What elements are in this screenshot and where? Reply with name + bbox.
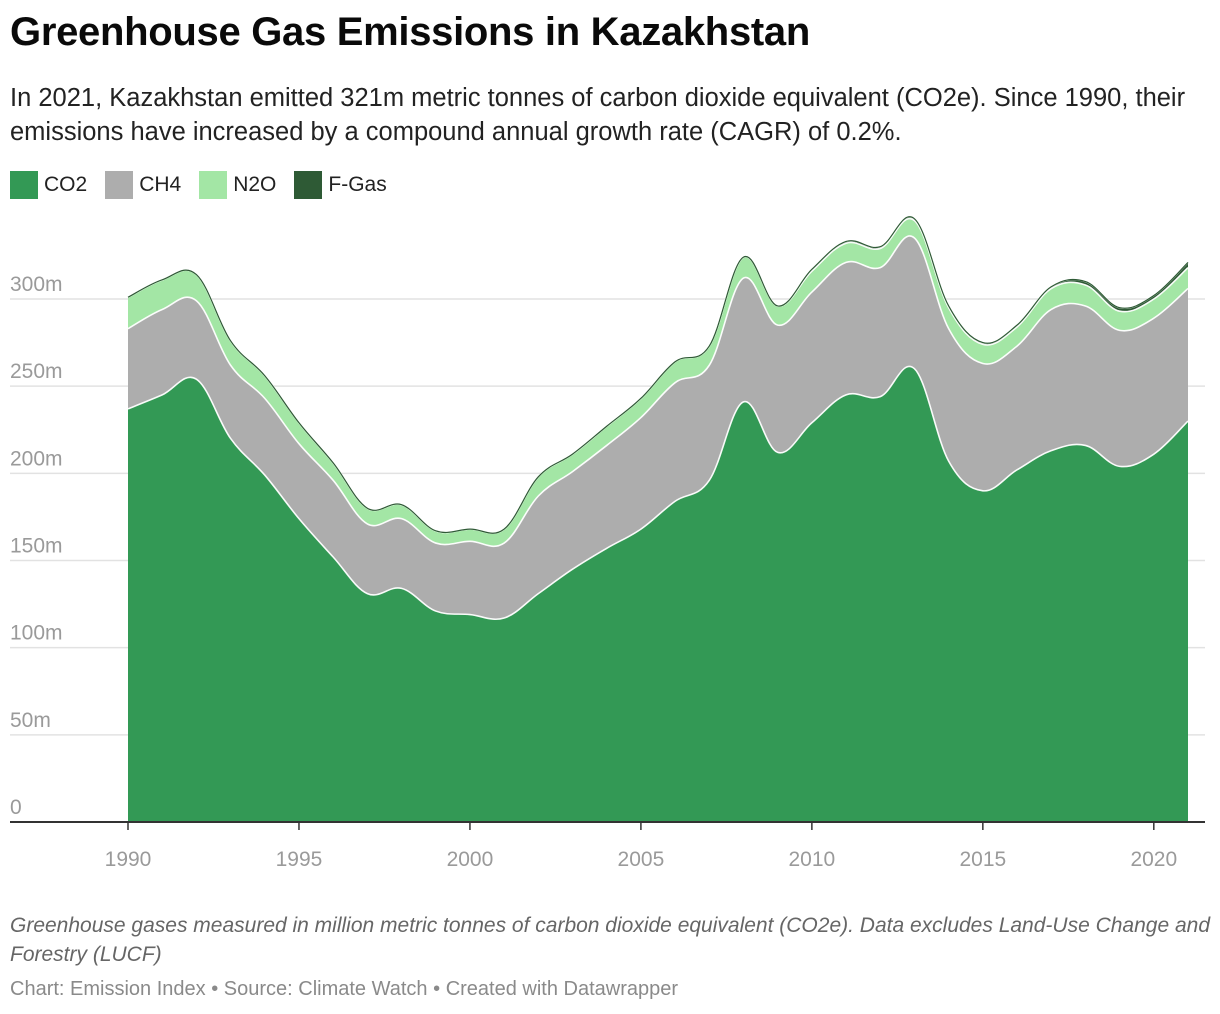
area-ch4-series [128,235,1188,620]
legend-swatch-ch4 [105,171,134,199]
x-tick-label: 2015 [959,848,1006,871]
legend-swatch-co2 [10,171,38,199]
credit-tool: Created with Datawrapper [445,978,679,1000]
series-separator-line [127,235,1189,548]
credit-source: Source: Climate Watch [223,978,428,1000]
legend-label-ch4: CH4 [139,173,182,196]
chart-credit: Chart: Emission Index • Source: Climate … [10,978,678,1001]
legend-label-co2: CO2 [44,173,88,196]
legend-item-ch4: CH4 [105,171,181,199]
legend-label-fgas: F-Gas [328,173,387,196]
y-tick-label: 150m [10,535,63,558]
x-tick-label: 2005 [618,848,665,871]
legend-swatch-fgas [294,171,323,199]
chart-title: Greenhouse Gas Emissions in Kazakhstan [10,10,810,54]
y-tick-label: 300m [10,273,63,296]
credit-separator: • [433,978,441,1000]
area-n2o-series [128,218,1188,547]
chart-subtitle: In 2021, Kazakhstan emitted 321m metric … [10,84,1186,146]
y-tick-label: 250m [10,360,63,383]
y-tick-label: 200m [10,447,63,470]
legend-item-n2o: N2O [199,171,276,199]
credit-separator: • [211,978,219,1000]
area-chart: 0 50m 100m 150m 200m 250m 300m 1990 1995 2000 2005… [10,216,1205,871]
x-tick-label: 1995 [276,848,323,871]
y-tick-label: 100m [10,622,63,645]
y-tick-label: 0 [10,796,22,819]
x-tick-label: 2020 [1130,848,1177,871]
legend-item-fgas: F-Gas [294,171,387,199]
fgas-top-line [127,216,1189,534]
area-co2-series [128,366,1188,822]
credit-chart: Chart: Emission Index [10,978,206,1000]
x-tick-label: 1990 [105,848,152,871]
series-separator-line [127,365,1189,621]
x-tick-label: 2000 [447,848,494,871]
legend-swatch-n2o [199,171,228,199]
y-tick-label: 50m [10,709,51,732]
x-tick-label: 2010 [789,848,836,871]
legend: CO2 CH4 N2O F-Gas [10,170,405,200]
legend-item-co2: CO2 [10,171,87,199]
legend-label-n2o: N2O [233,173,277,196]
chart-notes: Greenhouse gases measured in million met… [10,914,1211,966]
